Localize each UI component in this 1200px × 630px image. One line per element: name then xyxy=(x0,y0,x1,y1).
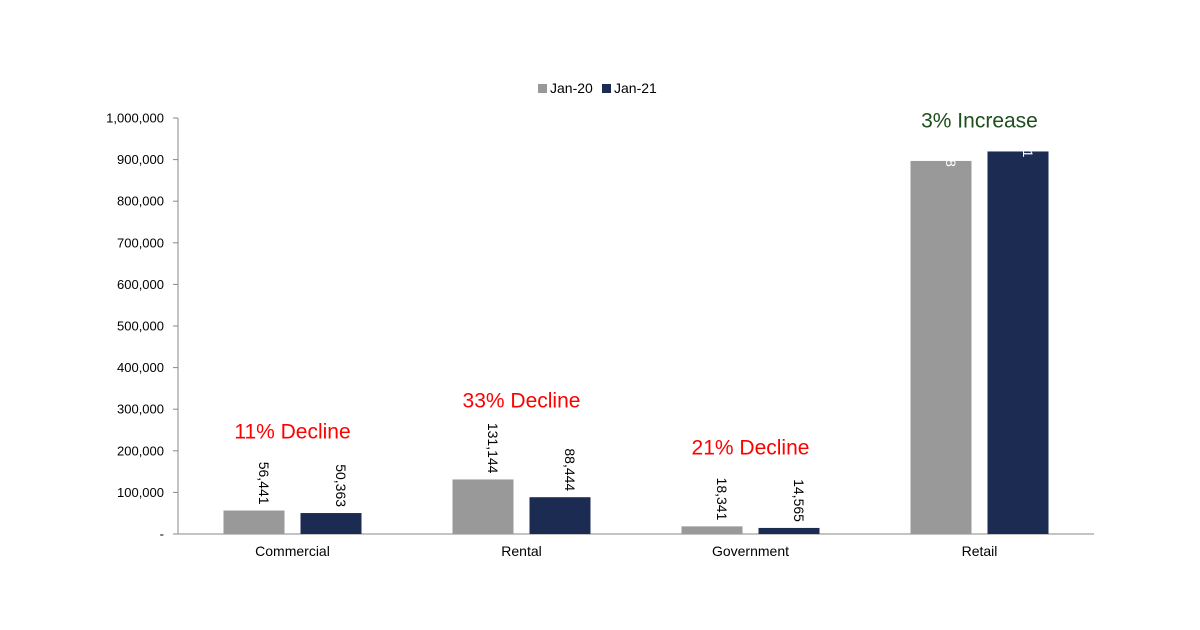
y-tick-label: 500,000 xyxy=(117,319,164,334)
x-category-label: Commercial xyxy=(255,543,330,559)
bar-commercial-jan-20 xyxy=(223,510,285,534)
x-category-label: Retail xyxy=(962,543,998,559)
bar-rental-jan-21 xyxy=(529,497,591,534)
y-tick-label: 700,000 xyxy=(117,235,164,250)
legend-swatch xyxy=(602,84,611,93)
value-labels: 56,441 50,363 131,144 88,444 18,341 14,565 896… xyxy=(256,107,1036,522)
annotation-label: 33% Decline xyxy=(463,389,581,412)
x-category-label: Rental xyxy=(501,543,541,559)
value-label: 56,441 xyxy=(256,462,272,505)
value-label: 18,341 xyxy=(714,478,730,521)
value-label: 88,444 xyxy=(562,448,578,491)
bar-government-jan-20 xyxy=(681,526,743,534)
annotation-label: 11% Decline xyxy=(234,421,350,444)
y-tick-label: 800,000 xyxy=(117,194,164,209)
value-label: 14,565 xyxy=(791,479,807,522)
y-axis: - 100,000 200,000 300,000 400,000 500,000 600,… xyxy=(106,111,179,542)
legend-label: Jan-20 xyxy=(550,80,593,96)
bar-government-jan-21 xyxy=(758,527,820,534)
value-label: 896,768 xyxy=(943,116,959,167)
value-label: 919,551 xyxy=(1020,107,1036,158)
legend-label: Jan-21 xyxy=(614,80,657,96)
bar-retail-jan-20 xyxy=(910,160,972,534)
bar-commercial-jan-21 xyxy=(300,513,362,534)
y-tick-label: 400,000 xyxy=(117,360,164,375)
legend-swatch xyxy=(538,84,547,93)
y-tick-label: 300,000 xyxy=(117,402,164,417)
y-tick-label: 900,000 xyxy=(117,152,164,167)
y-tick-label: 100,000 xyxy=(117,485,164,500)
bar-rental-jan-20 xyxy=(452,479,514,534)
bar-retail-jan-21 xyxy=(987,151,1049,534)
bars xyxy=(223,151,1049,534)
legend: Jan-20 Jan-21 xyxy=(538,80,657,96)
y-tick-label: 200,000 xyxy=(117,443,164,458)
value-label: 50,363 xyxy=(333,464,349,507)
x-axis: Commercial Rental Government Retail xyxy=(178,533,1094,559)
y-tick-label: 600,000 xyxy=(117,277,164,292)
x-category-label: Government xyxy=(712,543,789,559)
annotation-label: 3% Increase xyxy=(921,109,1038,132)
value-label: 131,144 xyxy=(485,423,501,474)
annotation-label: 21% Decline xyxy=(692,436,810,459)
y-tick-label: - xyxy=(160,527,164,542)
y-tick-label: 1,000,000 xyxy=(106,111,164,126)
annotations: 11% Decline 33% Decline 21% Decline 3% Incr… xyxy=(234,109,1038,459)
